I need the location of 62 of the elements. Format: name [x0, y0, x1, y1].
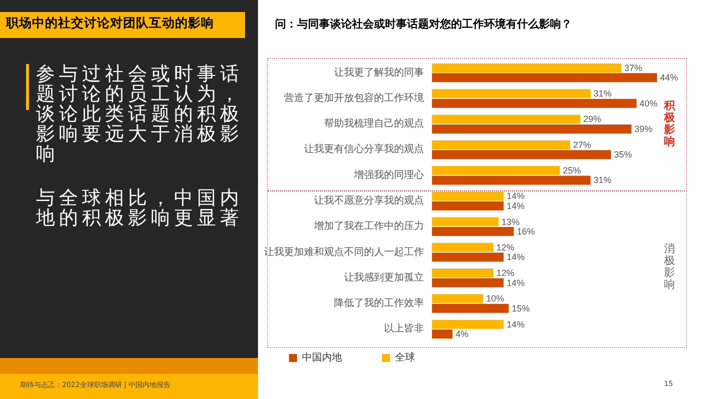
- data-label: 16%: [516, 226, 535, 236]
- data-label: 29%: [583, 114, 602, 124]
- data-label: 40%: [640, 98, 658, 108]
- data-label: 37%: [624, 62, 642, 73]
- data-label: 4%: [455, 329, 468, 340]
- bar: [432, 114, 580, 124]
- data-label: 14%: [506, 278, 525, 288]
- bar: [432, 252, 504, 262]
- data-label: 35%: [614, 150, 632, 160]
- bar: [432, 140, 570, 150]
- data-label: 31%: [594, 175, 612, 186]
- bar: [432, 294, 484, 304]
- data-label: 12%: [496, 268, 514, 278]
- data-label: 14%: [506, 252, 525, 262]
- bar: [432, 268, 494, 278]
- bar: [432, 63, 622, 72]
- data-label: 14%: [506, 200, 525, 211]
- bar: [432, 150, 611, 160]
- bar: [432, 166, 560, 176]
- bar: [432, 304, 509, 313]
- y-tick-label: 营造了更加开放包容的工作环境: [284, 92, 424, 104]
- data-label: 14%: [506, 191, 525, 202]
- data-label: 10%: [486, 294, 504, 304]
- bar: [432, 89, 591, 98]
- bar: [432, 278, 504, 288]
- bar: [432, 176, 591, 185]
- bar: [432, 73, 657, 82]
- data-label: 31%: [594, 88, 612, 99]
- y-tick-label: 让我感到更加孤立: [344, 271, 424, 284]
- text: 职场中的社交讨论对团队互动的影响: [6, 15, 215, 32]
- bar: [432, 124, 632, 134]
- bar: [432, 98, 637, 108]
- bar: [432, 217, 498, 226]
- text: 消极影响: [664, 242, 676, 291]
- data-label: 12%: [496, 242, 514, 252]
- y-tick-label: 增强我的同理心: [353, 168, 424, 181]
- bar: [432, 192, 504, 201]
- legend-label: 全球: [395, 352, 415, 364]
- y-tick-label: 让我更有信心分享我的观点: [304, 143, 424, 156]
- data-label: 44%: [660, 72, 678, 83]
- text: 积极影响: [664, 99, 676, 148]
- y-tick-label: 以上皆非: [384, 322, 424, 335]
- data-label: 13%: [501, 216, 520, 227]
- data-label: 14%: [506, 319, 525, 330]
- data-label: 27%: [573, 140, 592, 150]
- bar: [432, 226, 514, 236]
- data-label: 15%: [512, 303, 530, 314]
- bar: [432, 201, 504, 210]
- y-tick-label: 让我更了解我的同事: [334, 66, 424, 78]
- legend-label: 中国内地: [302, 352, 342, 364]
- text: 与全球相比，中国内地的积极影响更显著: [36, 187, 244, 229]
- data-label: 25%: [562, 166, 581, 176]
- bar: [432, 242, 494, 252]
- bar: [432, 320, 504, 329]
- y-tick-label: 增加了我在工作中的压力: [313, 220, 424, 232]
- y-tick-label: 让我不愿意分享我的观点: [314, 194, 424, 206]
- text: 参与过社会或时事话题讨论的员工认为，谈论此类话题的积极影响要远大于消极影响: [36, 63, 244, 165]
- y-tick-label: 降低了我的工作效率: [334, 297, 424, 310]
- y-tick-label: 帮助我梳理自己的观点: [324, 118, 424, 130]
- data-label: 39%: [634, 124, 652, 134]
- chart-title: 问：与同事谈论社会或时事话题对您的工作环境有什么影响？: [275, 18, 572, 30]
- bar: [432, 330, 452, 339]
